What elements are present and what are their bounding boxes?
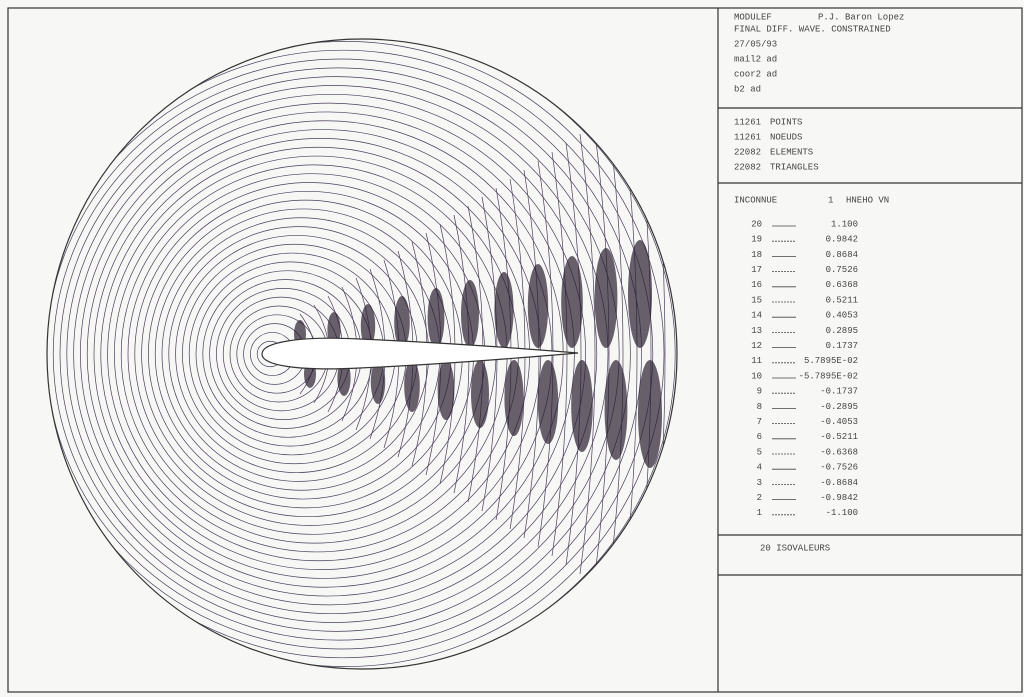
header-text: MODULEF: [734, 12, 772, 22]
wake-band: [504, 360, 524, 436]
contour-line: [47, 49, 654, 659]
legend-value: 1.100: [831, 219, 858, 229]
legend-value: -0.7526: [820, 463, 858, 473]
contour-line: [59, 85, 609, 623]
legend-value: 0.6368: [826, 280, 858, 290]
legend-index: 10: [751, 371, 762, 381]
contour-line: [579, 133, 596, 575]
legend-index: 12: [751, 341, 762, 351]
header-text: 27/05/93: [734, 39, 777, 49]
wake-band: [360, 304, 376, 348]
stat-label: TRIANGLES: [770, 162, 819, 172]
legend-index: 17: [751, 265, 762, 275]
legend-index: 11: [751, 356, 762, 366]
domain-boundary: [46, 38, 678, 670]
legend-index: 3: [757, 478, 762, 488]
legend-value: -0.8684: [820, 478, 858, 488]
header-text: P.J. Baron Lopez: [818, 12, 904, 22]
header-text: mail2 ad: [734, 54, 777, 64]
stat-count: 22082: [734, 147, 761, 157]
legend-value: -0.9842: [820, 493, 858, 503]
legend-index: 8: [757, 402, 762, 412]
wake-band: [527, 264, 549, 348]
legend-value: 0.9842: [826, 235, 858, 245]
legend-index: 9: [757, 387, 762, 397]
legend-value: 0.4053: [826, 311, 858, 321]
legend-index: 19: [751, 235, 762, 245]
legend-value: -1.100: [826, 508, 858, 518]
legend-value: -5.7895E-02: [799, 371, 858, 381]
contour-line: [593, 124, 610, 584]
legend-value: -0.1737: [820, 387, 858, 397]
legend-value: 0.7526: [826, 265, 858, 275]
wake-band: [638, 360, 662, 468]
wake-band: [394, 296, 410, 348]
header-text: b2 ad: [734, 84, 761, 94]
legend-index: 5: [757, 447, 762, 457]
wake-band: [494, 272, 514, 348]
legend-title: HNEHO VN: [846, 195, 889, 205]
wake-band: [461, 280, 479, 348]
legend-index: 14: [751, 311, 762, 321]
contour-line: [607, 115, 624, 593]
legend-index: 18: [751, 250, 762, 260]
contour-line: [66, 93, 598, 615]
wake-band: [404, 360, 420, 412]
stat-count: 22082: [734, 162, 761, 172]
header-text: FINAL DIFF. WAVE. CONSTRAINED: [734, 24, 891, 34]
info-panel: MODULEF P.J. Baron Lopez FINAL DIFF. WAVE.…: [734, 12, 904, 553]
stat-label: ELEMENTS: [770, 147, 813, 157]
legend-index: 7: [757, 417, 762, 427]
wake-band: [370, 360, 386, 404]
contour-line: [52, 76, 620, 632]
wake-band: [537, 360, 559, 444]
legend-value: 0.2895: [826, 326, 858, 336]
wake-band: [571, 360, 593, 452]
legend-index: 20: [751, 219, 762, 229]
header-text: coor2 ad: [734, 69, 777, 79]
legend-value: -0.5211: [820, 432, 858, 442]
wake-band: [427, 288, 445, 348]
wake-band: [437, 360, 455, 420]
wake-band: [561, 256, 583, 348]
footer-text: 20 ISOVALEURS: [760, 543, 830, 553]
legend-index: 4: [757, 463, 762, 473]
legend-index: 6: [757, 432, 762, 442]
legend-value: -0.2895: [820, 402, 858, 412]
contour-line: [635, 97, 652, 611]
contour-line: [621, 106, 638, 602]
stat-label: POINTS: [770, 117, 802, 127]
legend-value: 0.8684: [826, 250, 858, 260]
contour-line: [649, 88, 666, 620]
wake-band: [471, 360, 489, 428]
contour-line: [80, 111, 575, 597]
legend-value: 0.1737: [826, 341, 858, 351]
stat-label: NOEUDS: [770, 132, 802, 142]
wake-band: [594, 248, 618, 348]
legend-index: 1: [757, 508, 762, 518]
legend-value: 5.7895E-02: [804, 356, 858, 366]
stat-count: 11261: [734, 117, 761, 127]
outer-frame: [7, 7, 1023, 693]
legend-index: 2: [757, 493, 762, 503]
wake-band: [604, 360, 628, 460]
contour-line: [47, 41, 665, 667]
wake-band: [628, 240, 652, 348]
legend-title: 1: [828, 195, 833, 205]
contour-line: [47, 67, 631, 641]
legend-value: 0.5211: [826, 295, 858, 305]
legend-index: 13: [751, 326, 762, 336]
legend-index: 15: [751, 295, 762, 305]
legend-index: 16: [751, 280, 762, 290]
legend-value: -0.4053: [820, 417, 858, 427]
stat-count: 11261: [734, 132, 761, 142]
legend-value: -0.6368: [820, 447, 858, 457]
contour-line: [47, 58, 642, 650]
airfoil: [261, 337, 579, 370]
contour-line: [565, 142, 582, 566]
contour-line: [73, 102, 586, 606]
legend-title: INCONNUE: [734, 195, 777, 205]
contour-line: [47, 39, 676, 669]
